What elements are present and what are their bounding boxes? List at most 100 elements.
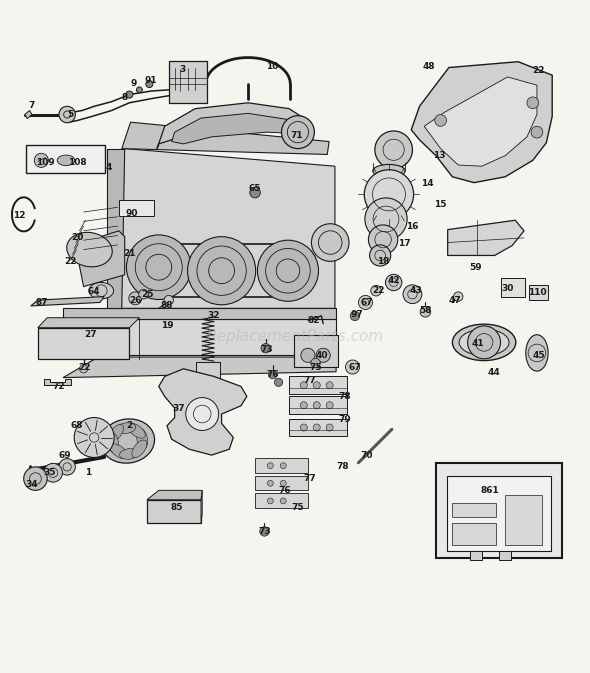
- Text: 10: 10: [267, 62, 279, 71]
- Text: 20: 20: [71, 234, 84, 242]
- Circle shape: [250, 187, 260, 198]
- Circle shape: [300, 402, 307, 409]
- Text: 32: 32: [208, 312, 220, 320]
- Polygon shape: [63, 308, 336, 319]
- Ellipse shape: [132, 440, 147, 458]
- Text: 22: 22: [532, 66, 545, 75]
- Bar: [505, 495, 542, 545]
- Circle shape: [435, 114, 447, 127]
- Text: 67: 67: [360, 298, 373, 307]
- Text: 64: 64: [88, 287, 100, 296]
- Text: 108: 108: [68, 157, 87, 167]
- Circle shape: [468, 326, 500, 359]
- Ellipse shape: [101, 419, 155, 463]
- Circle shape: [326, 424, 333, 431]
- Text: 30: 30: [502, 284, 514, 293]
- Polygon shape: [411, 62, 552, 182]
- Text: 69: 69: [58, 451, 71, 460]
- Circle shape: [274, 378, 283, 386]
- Circle shape: [527, 97, 539, 108]
- Bar: [119, 200, 154, 216]
- Circle shape: [454, 292, 463, 302]
- Bar: [436, 463, 562, 559]
- Text: 16: 16: [406, 221, 419, 231]
- Ellipse shape: [116, 423, 136, 433]
- Bar: [289, 419, 347, 436]
- Polygon shape: [44, 379, 71, 385]
- Polygon shape: [157, 103, 306, 149]
- Text: 58: 58: [419, 306, 432, 314]
- Text: 70: 70: [360, 451, 373, 460]
- Text: 22: 22: [64, 258, 77, 267]
- Circle shape: [326, 382, 333, 389]
- Bar: [294, 334, 338, 367]
- Polygon shape: [63, 319, 336, 355]
- Text: 75: 75: [291, 503, 304, 512]
- Circle shape: [74, 417, 114, 458]
- Text: 75: 75: [309, 363, 322, 371]
- Ellipse shape: [67, 232, 112, 267]
- Ellipse shape: [453, 324, 516, 361]
- Text: ReplacementParts.com: ReplacementParts.com: [206, 329, 384, 344]
- Circle shape: [44, 463, 63, 482]
- Circle shape: [346, 360, 359, 374]
- Text: 72: 72: [53, 382, 65, 391]
- Text: 14: 14: [421, 179, 434, 188]
- Text: 41: 41: [472, 339, 484, 348]
- Circle shape: [188, 237, 255, 305]
- Text: 3: 3: [179, 65, 185, 75]
- Polygon shape: [201, 491, 202, 523]
- Text: 35: 35: [43, 468, 56, 477]
- Circle shape: [300, 424, 307, 431]
- Circle shape: [312, 223, 349, 261]
- Text: 42: 42: [388, 276, 400, 285]
- Text: 8: 8: [122, 93, 128, 102]
- Circle shape: [311, 358, 320, 367]
- Text: 77: 77: [303, 474, 316, 483]
- Polygon shape: [172, 113, 298, 144]
- Polygon shape: [159, 369, 247, 455]
- Circle shape: [403, 285, 422, 304]
- Circle shape: [24, 467, 47, 491]
- Text: 5: 5: [68, 110, 74, 119]
- Ellipse shape: [373, 164, 405, 178]
- Text: 59: 59: [470, 262, 482, 272]
- Circle shape: [186, 398, 219, 431]
- Circle shape: [126, 235, 191, 299]
- Text: 17: 17: [398, 239, 411, 248]
- Text: 76: 76: [278, 486, 291, 495]
- Circle shape: [531, 127, 543, 138]
- Text: 82: 82: [307, 316, 320, 324]
- Circle shape: [385, 275, 402, 291]
- Text: 79: 79: [339, 415, 351, 425]
- Circle shape: [59, 458, 76, 475]
- Ellipse shape: [110, 444, 127, 459]
- Circle shape: [316, 348, 330, 362]
- Text: 90: 90: [126, 209, 138, 217]
- Bar: [255, 476, 308, 491]
- Text: 97: 97: [350, 310, 363, 319]
- Text: 37: 37: [172, 404, 185, 413]
- Text: 2: 2: [126, 421, 133, 430]
- Bar: [196, 362, 220, 386]
- Bar: [289, 376, 347, 394]
- Polygon shape: [38, 328, 129, 359]
- Bar: [470, 551, 482, 560]
- Circle shape: [136, 87, 142, 93]
- Circle shape: [365, 198, 407, 240]
- Circle shape: [280, 481, 286, 486]
- Bar: [500, 278, 525, 297]
- Text: 13: 13: [432, 151, 445, 160]
- Text: 22: 22: [372, 286, 385, 295]
- Circle shape: [280, 498, 286, 504]
- Circle shape: [139, 289, 148, 299]
- Text: 109: 109: [36, 157, 55, 167]
- Text: 21: 21: [123, 248, 136, 258]
- Text: 22: 22: [78, 363, 91, 371]
- Bar: [169, 61, 207, 103]
- Circle shape: [301, 348, 315, 362]
- Text: 76: 76: [266, 370, 279, 379]
- Text: 47: 47: [448, 295, 461, 305]
- Bar: [453, 523, 496, 545]
- Text: 1: 1: [85, 468, 91, 477]
